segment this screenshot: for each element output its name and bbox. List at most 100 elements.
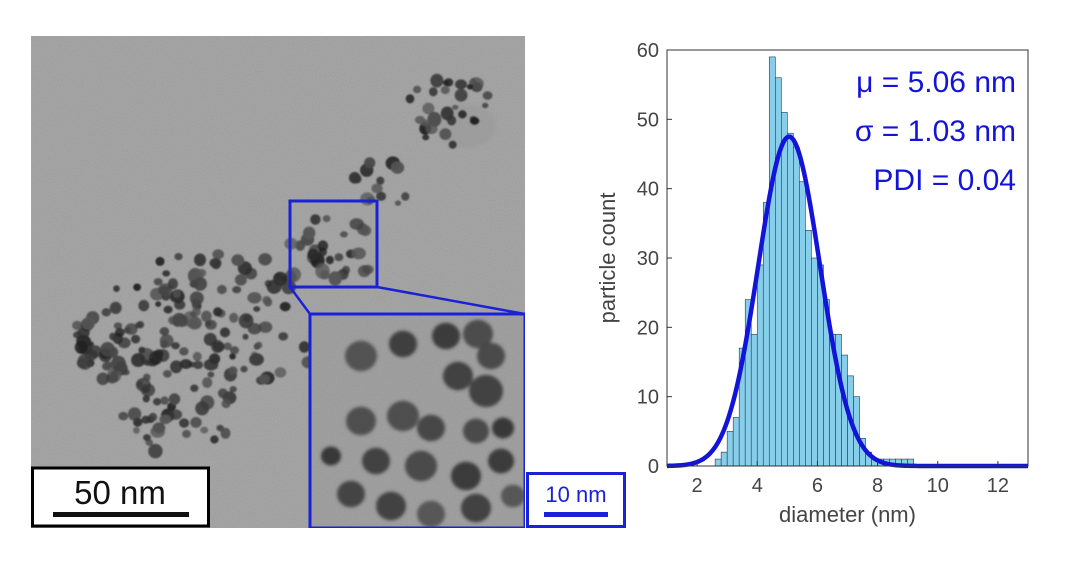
nanoparticle bbox=[455, 79, 467, 90]
inset-nanoparticle bbox=[451, 461, 481, 491]
nanoparticle bbox=[153, 349, 164, 359]
nanoparticle bbox=[231, 254, 245, 266]
nanoparticle bbox=[74, 340, 88, 354]
nanoparticle bbox=[229, 312, 239, 323]
zoom-connector-left bbox=[288, 286, 312, 315]
nanoparticle bbox=[390, 161, 405, 174]
nanoparticle bbox=[219, 327, 231, 338]
nanoparticle bbox=[247, 292, 262, 304]
fit-annotations: μ = 5.06 nm σ = 1.03 nm PDI = 0.04 bbox=[855, 66, 1016, 197]
nanoparticle bbox=[458, 110, 467, 119]
nanoparticle bbox=[253, 306, 261, 312]
y-axis-ticks: 0 10 20 30 40 50 60 bbox=[637, 40, 672, 478]
nanoparticle bbox=[249, 353, 264, 366]
inset-nanoparticle bbox=[488, 448, 514, 474]
nanoparticle bbox=[425, 123, 438, 135]
nanoparticle bbox=[109, 301, 122, 314]
nanoparticle bbox=[229, 346, 240, 355]
nanoparticle bbox=[263, 297, 273, 307]
annotation-mean: μ = 5.06 nm bbox=[856, 66, 1016, 99]
nanoparticle bbox=[150, 425, 165, 438]
nanoparticle bbox=[317, 240, 329, 251]
x-tick-label: 8 bbox=[872, 475, 883, 497]
nanoparticle bbox=[125, 323, 138, 335]
nanoparticle bbox=[295, 240, 306, 251]
y-tick-label: 0 bbox=[648, 456, 659, 478]
nanoparticle bbox=[201, 310, 212, 322]
nanoparticle bbox=[170, 360, 183, 374]
nanoparticle bbox=[322, 215, 331, 223]
nanoparticle bbox=[466, 84, 474, 90]
nanoparticle bbox=[106, 373, 119, 384]
nanoparticle bbox=[131, 353, 146, 368]
nanoparticle bbox=[217, 388, 228, 399]
nanoparticle bbox=[104, 361, 114, 369]
inset-nanoparticle bbox=[417, 500, 445, 528]
nanoparticle bbox=[444, 78, 454, 87]
nanoparticle bbox=[172, 290, 181, 298]
nanoparticle bbox=[448, 140, 457, 149]
nanoparticle bbox=[162, 270, 171, 277]
inset-nanoparticle bbox=[492, 417, 514, 439]
inset-nanoparticle bbox=[461, 493, 491, 523]
scale-bar-inset: 10 nm bbox=[526, 472, 626, 528]
histogram-bar bbox=[768, 56, 776, 467]
nanoparticle bbox=[168, 316, 179, 325]
nanoparticle bbox=[163, 305, 173, 314]
nanoparticle bbox=[325, 255, 334, 265]
nanoparticle bbox=[153, 278, 163, 286]
nanoparticle bbox=[334, 253, 344, 262]
nanoparticle bbox=[376, 176, 385, 185]
nanoparticle bbox=[209, 258, 222, 268]
scale-bar-inset-label: 10 nm bbox=[545, 482, 606, 507]
nanoparticle bbox=[133, 426, 140, 434]
nanoparticle bbox=[310, 214, 321, 225]
inset-nanoparticle bbox=[346, 406, 376, 436]
nanoparticle bbox=[160, 340, 169, 349]
scale-bar-inset-wrapper: 10 nm bbox=[526, 472, 626, 528]
nanoparticle bbox=[136, 381, 143, 388]
nanoparticle bbox=[72, 320, 83, 330]
nanoparticle bbox=[212, 341, 225, 352]
nanoparticle bbox=[371, 183, 383, 194]
nanoparticle bbox=[155, 256, 165, 266]
histogram-bar bbox=[793, 146, 800, 467]
tem-micrograph-panel: 50 nm bbox=[31, 36, 527, 530]
inset-nanoparticle bbox=[477, 342, 505, 370]
nanoparticle bbox=[148, 412, 158, 422]
nanoparticle bbox=[193, 360, 204, 370]
nanoparticle bbox=[141, 415, 151, 424]
zoom-connector-right bbox=[376, 285, 526, 316]
inset-nanoparticle bbox=[469, 374, 503, 408]
x-tick-label: 6 bbox=[812, 475, 823, 497]
nanoparticle bbox=[118, 411, 129, 421]
nanoparticle bbox=[138, 346, 146, 354]
nanoparticle bbox=[232, 286, 242, 294]
nanoparticle bbox=[340, 231, 348, 238]
nanoparticle bbox=[101, 308, 112, 317]
nanoparticle bbox=[148, 443, 163, 459]
nanoparticle bbox=[357, 265, 371, 278]
histogram-bar bbox=[750, 333, 758, 467]
inset-nanoparticle bbox=[405, 450, 437, 482]
nanoparticle bbox=[122, 369, 130, 376]
nanoparticle bbox=[220, 427, 231, 439]
histogram-bar bbox=[811, 257, 818, 467]
x-tick-label: 12 bbox=[987, 475, 1009, 497]
nanoparticle bbox=[111, 355, 126, 372]
nanoparticle bbox=[307, 248, 319, 261]
histogram-bar bbox=[799, 181, 806, 467]
nanoparticle bbox=[429, 87, 438, 97]
nanoparticle bbox=[174, 299, 186, 310]
nanoparticle bbox=[234, 274, 247, 286]
nanoparticle bbox=[200, 426, 209, 434]
nanoparticle bbox=[319, 270, 330, 280]
nanoparticle bbox=[203, 332, 217, 346]
nanoparticle bbox=[158, 285, 171, 296]
nanoparticle bbox=[114, 327, 125, 338]
nanoparticle bbox=[159, 327, 170, 336]
nanoparticle bbox=[81, 317, 96, 330]
tem-micrograph: 50 nm bbox=[31, 36, 527, 530]
y-tick-label: 40 bbox=[637, 179, 659, 201]
nanoparticle bbox=[228, 366, 238, 375]
